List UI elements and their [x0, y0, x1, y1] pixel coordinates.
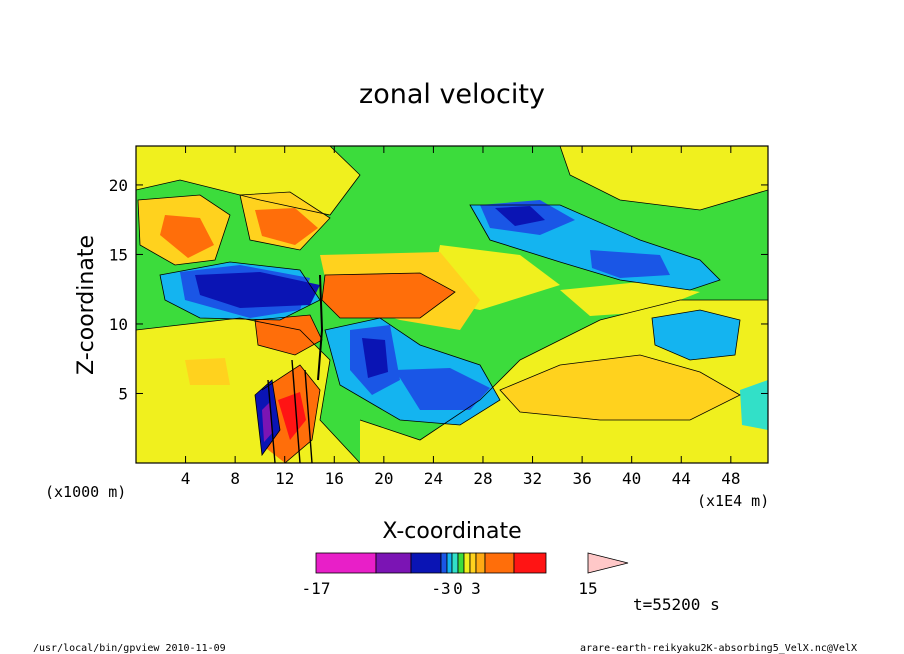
- y-axis-label: Z-coordinate: [74, 235, 99, 375]
- colorbar-segment: [375, 552, 412, 574]
- colorbar-segment: [451, 552, 459, 574]
- chart-title: zonal velocity: [359, 79, 545, 110]
- orange-mid-left: [255, 315, 322, 355]
- navy-jet-core: [195, 272, 320, 308]
- y-tick-label: 20: [109, 176, 128, 195]
- orange-upper-center: [255, 208, 318, 245]
- colorbar-label: 15: [578, 579, 597, 598]
- red-deep-structure: [278, 392, 306, 440]
- orange-upper-left: [160, 215, 214, 258]
- yellow-upper-right: [560, 146, 768, 210]
- contour-level-neg1-0: [740, 380, 768, 430]
- colorbar-segment: [469, 552, 477, 574]
- blue-lower-right: [395, 368, 490, 410]
- contour-lines: [136, 146, 768, 463]
- x-unit-label: (x1E4 m): [697, 492, 769, 510]
- colorbar-labels: -17 -3 0 3 15: [302, 579, 598, 598]
- colorbar-segment: [513, 552, 547, 574]
- y-tick-marks: [136, 184, 768, 394]
- colorbar-segment: [484, 552, 515, 574]
- colorbar-segment: [463, 552, 471, 574]
- light-orange-lower-left: [185, 358, 230, 385]
- contour-level-neg7-neg3: [195, 206, 545, 455]
- x-tick-label: 8: [230, 469, 240, 488]
- x-tick-label: 24: [424, 469, 443, 488]
- x-tick-label: 44: [672, 469, 691, 488]
- yellow-mid-right: [560, 282, 700, 316]
- colorbar-segment: [440, 552, 448, 574]
- x-tick-label: 4: [181, 469, 191, 488]
- plot-frame: [135, 145, 769, 464]
- y-tick-label: 5: [118, 384, 128, 403]
- footer-right: arare-earth-reikyaku2K-absorbing5_VelX.n…: [580, 643, 857, 654]
- teal-right: [740, 380, 768, 430]
- colorbar-label: -17: [302, 579, 331, 598]
- colorbar-segment: [446, 552, 453, 574]
- blue-upper-right: [590, 250, 670, 278]
- colorbar-label: -3: [431, 579, 450, 598]
- x-tick-label: 28: [473, 469, 492, 488]
- y-tick-label: 15: [109, 245, 128, 264]
- y-tick-label: 10: [109, 315, 128, 334]
- x-tick-label: 40: [622, 469, 641, 488]
- cyan-right: [652, 310, 740, 360]
- colorbar-segment: [475, 552, 486, 574]
- colorbar-segment: [457, 552, 465, 574]
- x-tick-label: 48: [721, 469, 740, 488]
- x-axis-label: X-coordinate: [382, 519, 521, 544]
- colorbar-label: 3: [471, 579, 481, 598]
- y-unit-label: (x1000 m): [45, 483, 126, 501]
- contour-level-9-15: [278, 392, 306, 440]
- colorbar-extension-arrow: [587, 552, 629, 574]
- x-tick-label: 12: [275, 469, 294, 488]
- x-tick-label: 16: [325, 469, 344, 488]
- colorbar-label: 0: [453, 579, 463, 598]
- yellow-upper-left: [136, 146, 360, 215]
- orange-positive-jet: [322, 273, 455, 318]
- x-tick-marks: [185, 146, 732, 463]
- x-tick-label: 36: [572, 469, 591, 488]
- y-tick-labels: 5 10 15 20: [109, 176, 128, 404]
- colorbar-segment: [315, 552, 377, 574]
- time-label: t=55200 s: [633, 595, 720, 614]
- navy-upper-band: [495, 206, 545, 226]
- light-orange-right: [500, 355, 740, 420]
- x-tick-labels: 4 8 12 16 20 24 28 32 36 40 44 48: [181, 469, 741, 488]
- contour-field: [136, 146, 768, 463]
- footer-left: /usr/local/bin/gpview 2010-11-09: [33, 643, 226, 654]
- colorbar-segment: [410, 552, 442, 574]
- navy-lower-center: [362, 338, 388, 378]
- colorbar: [315, 552, 629, 574]
- x-tick-label: 20: [374, 469, 393, 488]
- x-tick-label: 32: [523, 469, 542, 488]
